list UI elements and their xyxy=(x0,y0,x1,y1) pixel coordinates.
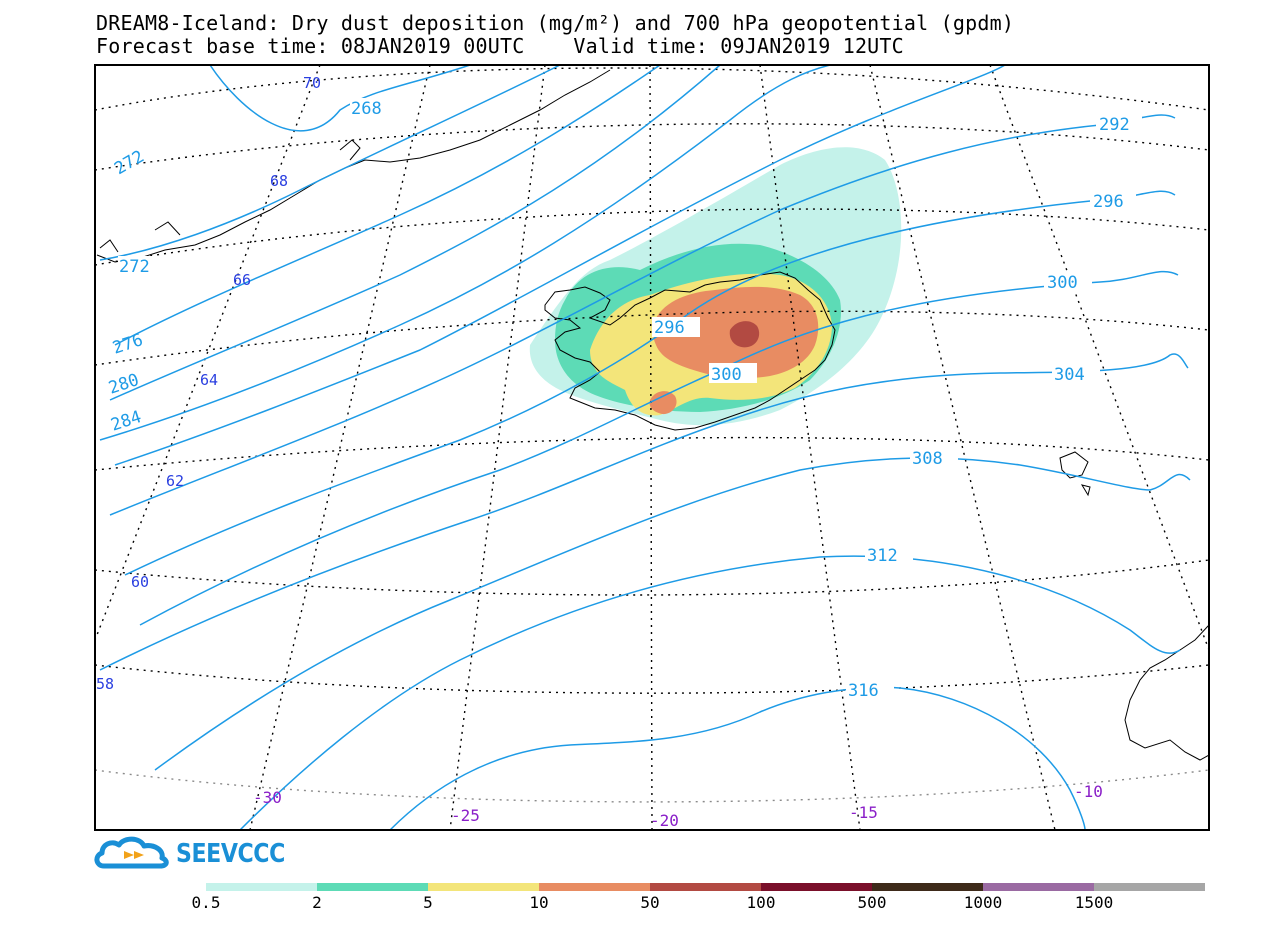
seevccc-logo: SEEVCCC xyxy=(94,836,304,872)
contour-label: 296 xyxy=(1093,192,1124,212)
longitude-label-30: -30 xyxy=(253,788,282,807)
colorbar-segment xyxy=(428,883,539,891)
latitude-label-58: 58 xyxy=(96,675,114,693)
contour-label: 268 xyxy=(351,99,382,119)
contour-268 xyxy=(209,65,471,132)
parallel-68 xyxy=(95,123,1209,171)
parallel-70 xyxy=(95,67,1209,111)
colorbar-label: 2 xyxy=(312,893,322,912)
deposition-colorbar xyxy=(206,883,1205,891)
colorbar-segment xyxy=(206,883,317,891)
contour-280 xyxy=(109,65,721,401)
contour-label: 276 xyxy=(110,330,145,359)
contour-label: 308 xyxy=(912,449,943,469)
colorbar-segment xyxy=(872,883,983,891)
norway-coastline xyxy=(1124,624,1209,761)
colorbar-label: 0.5 xyxy=(191,893,221,912)
colorbar-label: 50 xyxy=(640,893,660,912)
contour-label: 296 xyxy=(654,318,685,338)
contour-label: 300 xyxy=(1047,273,1078,293)
contour-label: 300 xyxy=(711,365,742,385)
latitude-label-68: 68 xyxy=(270,172,288,190)
contour-label: 312 xyxy=(867,546,898,566)
contour-label: 316 xyxy=(848,681,879,701)
cloud-arrow-icon xyxy=(94,836,169,869)
latitude-label-62: 62 xyxy=(166,472,184,490)
latitude-label-60: 60 xyxy=(131,573,149,591)
contour-label: 284 xyxy=(109,407,144,436)
contour-300 xyxy=(139,270,1179,626)
contour-label: 304 xyxy=(1054,365,1085,385)
contour-label: 272 xyxy=(111,147,148,180)
meridian-5 xyxy=(989,65,1209,651)
contour-label: 272 xyxy=(119,257,150,277)
meridian-35 xyxy=(95,65,321,641)
contour-labels: 268 272 272 276 280 284 292 296 296 300 … xyxy=(106,98,1142,701)
latitude-label-64: 64 xyxy=(200,371,218,389)
longitude-label-15: -15 xyxy=(849,803,878,822)
longitude-label-25: -25 xyxy=(451,806,480,825)
map-frame xyxy=(94,64,1210,831)
colorbar-segment xyxy=(761,883,872,891)
iceland-coastline xyxy=(544,271,836,431)
colorbar-segment xyxy=(1094,883,1205,891)
colorbar-segment xyxy=(650,883,761,891)
longitude-labels: -30 -25 -20 -15 -10 xyxy=(253,782,1103,830)
contour-312 xyxy=(239,555,1181,830)
graticule xyxy=(95,65,1209,830)
contour-304 xyxy=(99,353,1189,671)
colorbar-label: 10 xyxy=(529,893,549,912)
contour-276 xyxy=(114,65,661,346)
contour-label: 292 xyxy=(1099,115,1130,135)
colorbar-label: 100 xyxy=(746,893,776,912)
contour-label: 280 xyxy=(106,370,141,399)
geopotential-contours xyxy=(99,65,1191,830)
parallel-56 xyxy=(95,769,1209,803)
contour-284 xyxy=(99,65,831,441)
greenland-coastline-detail xyxy=(99,139,361,253)
latitude-label-70: 70 xyxy=(303,74,321,92)
logo-text: SEEVCCC xyxy=(176,839,285,869)
colorbar-segment xyxy=(539,883,650,891)
contour-308 xyxy=(154,457,1191,771)
latitude-labels: 70 68 66 64 62 60 58 xyxy=(96,74,321,693)
colorbar-label: 500 xyxy=(857,893,887,912)
contour-316 xyxy=(389,686,1086,830)
contour-288 xyxy=(114,65,1006,466)
contour-272 xyxy=(99,65,561,261)
colorbar-label: 5 xyxy=(423,893,433,912)
colorbar-segment xyxy=(317,883,428,891)
colorbar-segment xyxy=(983,883,1094,891)
chart-subtitle: Forecast base time: 08JAN2019 00UTC Vali… xyxy=(96,34,904,58)
dust-shade-50 xyxy=(729,321,760,348)
longitude-label-20: -20 xyxy=(650,811,679,830)
contour-292 xyxy=(109,114,1176,516)
dust-shade-10b xyxy=(649,391,677,415)
chart-title: DREAM8-Iceland: Dry dust deposition (mg/… xyxy=(96,11,1015,35)
colorbar-label: 1000 xyxy=(963,893,1003,912)
colorbar-label: 1500 xyxy=(1074,893,1114,912)
meridian-30 xyxy=(249,65,431,830)
meridian-25 xyxy=(449,65,546,830)
meridian-15 xyxy=(759,65,861,830)
longitude-label-10: -10 xyxy=(1074,782,1103,801)
meridian-20 xyxy=(649,65,653,830)
parallel-64 xyxy=(95,310,1209,366)
faroe-islands xyxy=(1059,451,1091,497)
meridian-10 xyxy=(869,65,1056,830)
latitude-label-66: 66 xyxy=(233,271,251,289)
